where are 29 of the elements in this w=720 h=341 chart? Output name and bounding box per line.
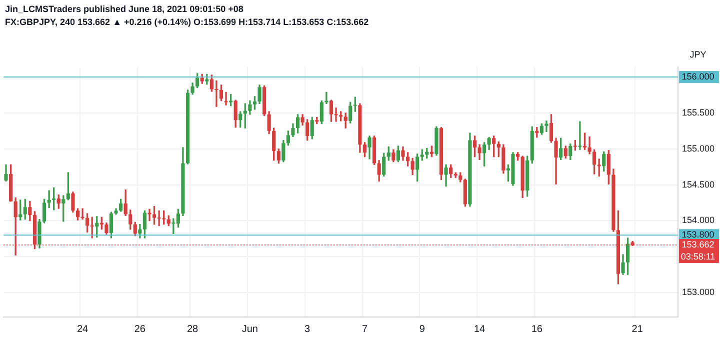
x-tick-label: 7 [362, 324, 368, 335]
x-tick-label: 3 [304, 324, 311, 335]
x-tick-label: 14 [474, 324, 486, 335]
x-tick-label: 9 [419, 324, 426, 335]
y-tick-label: 154.000 [682, 215, 715, 226]
candlestick [588, 136, 592, 154]
y-tick-label: 154.500 [682, 179, 715, 190]
chart-subtitle: FX:GBPJPY, 240 153.662 ▲ +0.216 (+0.14%) O:153.699 H:153.714 L:153.653 C:153.662 [5, 16, 369, 29]
x-tick-label: 21 [632, 324, 644, 335]
text: 03:58:11 [680, 252, 716, 262]
candlestick [47, 190, 51, 208]
candlestick [224, 92, 228, 106]
y-tick-label: 155.000 [682, 143, 715, 154]
candlestick [148, 208, 152, 222]
candlestick [544, 120, 548, 132]
y-tick-label: 155.500 [682, 107, 715, 118]
ref-line-label: 153.662 [682, 240, 714, 250]
ref-line-label: 153.800 [682, 230, 714, 240]
x-tick-label: 16 [531, 324, 543, 335]
text: JPY [690, 49, 706, 60]
ref-line-label: 156.000 [682, 72, 714, 82]
x-tick-label: Jun [242, 324, 258, 335]
x-tick-label: 26 [134, 324, 146, 335]
y-tick-label: 153.000 [682, 287, 715, 298]
candlestick [80, 208, 84, 220]
x-tick-label: 28 [186, 324, 199, 335]
candlestick [578, 121, 582, 150]
x-tick-label: 24 [76, 324, 89, 335]
chart-title: Jin_LCMSTraders published June 18, 2021 09:01:50 +08 [5, 3, 244, 16]
